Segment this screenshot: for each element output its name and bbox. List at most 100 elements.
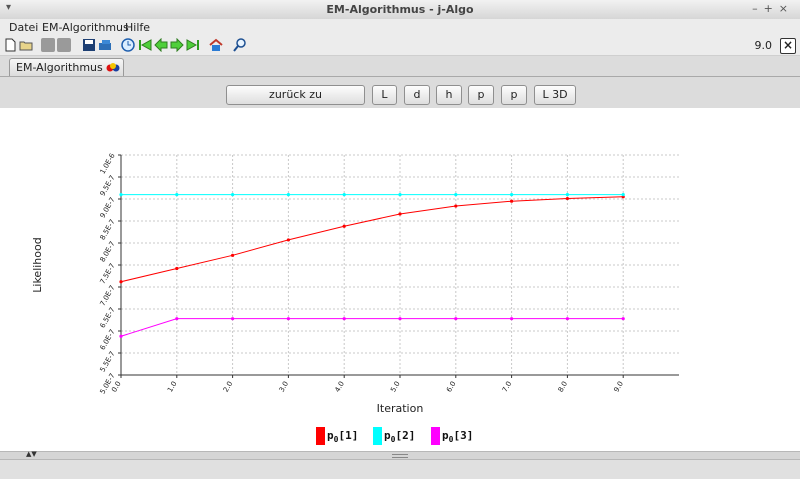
x-tick-labels: 0.0 1.0 2.0 3.0 4.0 5.0 6.0 7.0 8.0 9.0 [110,380,625,394]
tab-label: EM-Algorithmus [16,61,103,74]
tab-em-algorithmus[interactable]: EM-Algorithmus [9,58,124,76]
window-menu-icon[interactable]: ▾ [6,2,12,13]
series-1-point [621,195,625,199]
x-axis-label: Iteration [377,402,424,415]
series-2-point [454,193,458,197]
y-tick-label: 1.0E-6 [99,152,117,176]
grid-layer [120,154,679,376]
legend-swatch-2 [373,427,382,445]
series-2-point [119,193,123,197]
series-2-point [231,193,235,197]
forward-icon[interactable] [170,38,184,52]
close-tab-button[interactable]: × [780,38,796,54]
series-3-point [621,317,625,321]
disabled-icon-2 [57,38,71,52]
new-file-icon[interactable] [3,38,17,52]
x-tick-label: 1.0 [166,380,178,394]
series-3-point [454,317,458,321]
menu-bar: Datei EM-Algorithmus Hilfe [0,19,800,36]
series-1-point [231,253,235,257]
legend-label-3: p0[3] [442,429,473,444]
series-3-point [398,317,402,321]
series-1-point [510,199,514,203]
y-tick-label: 8.5E-7 [99,218,117,242]
splitter[interactable]: ▲▼ [0,450,800,460]
zoom-icon[interactable] [233,38,247,52]
p-button-2[interactable]: p [501,85,527,105]
y-tick-label: 6.0E-7 [99,328,117,352]
x-tick-label: 5.0 [389,380,401,394]
x-tick-label: 2.0 [222,380,234,394]
series-1-point [342,224,346,228]
minimize-icon[interactable]: – [752,2,764,15]
home-icon[interactable] [209,38,223,52]
series-2-point [342,193,346,197]
series-1-point [175,266,179,271]
x-tick-label: 6.0 [445,380,457,394]
x-tick-label: 3.0 [278,380,290,394]
save-as-icon[interactable] [98,38,112,52]
x-tick-label: 7.0 [501,380,513,394]
series-3-point [231,317,235,321]
clock-icon[interactable] [121,38,135,52]
y-tick-label: 7.5E-7 [99,262,117,286]
menu-em-algorithmus[interactable]: EM-Algorithmus [42,21,129,34]
y-tick-label: 5.5E-7 [99,350,117,374]
open-folder-icon[interactable] [19,38,33,52]
x-tick-label: 8.0 [557,380,569,394]
plugin-icon [106,61,120,73]
series-1-point [565,196,570,201]
close-window-icon[interactable]: × [778,2,794,15]
series-1-point [454,204,458,208]
y-tick-label: 9.0E-7 [99,196,117,220]
window-title: EM-Algorithmus - j-Algo [326,3,474,16]
series-line-1 [120,196,624,283]
menu-datei[interactable]: Datei [9,21,39,34]
L3D-button[interactable]: L 3D [534,85,576,105]
y-tick-labels: 5.0E-75.5E-76.0E-76.5E-77.0E-77.5E-78.0E… [99,152,117,396]
splitter-arrows-icon[interactable]: ▲▼ [26,450,37,458]
d-button[interactable]: d [404,85,430,105]
x-tick-label: 9.0 [612,380,624,394]
status-bar [0,460,800,479]
series-2-point [621,193,625,197]
zoom-value: 9.0 [754,39,773,52]
series-3-point [286,317,290,321]
y-tick-label: 6.5E-7 [99,306,117,330]
y-tick-label: 8.0E-7 [99,240,117,264]
back-icon[interactable] [154,38,168,52]
series-3-point [119,334,123,338]
first-icon[interactable] [138,38,152,52]
legend: p0[1] p0[2] p0[3] [316,427,473,445]
series-3-point [175,317,179,321]
series-layer [119,193,625,338]
likelihood-chart: 5.0E-75.5E-76.0E-76.5E-77.0E-77.5E-78.0E… [31,152,679,445]
y-tick-label: 9.5E-7 [99,174,117,198]
last-icon[interactable] [186,38,200,52]
maximize-icon[interactable]: + [763,2,779,15]
y-tick-label: 7.0E-7 [99,284,117,308]
axis-layer [118,154,679,378]
menu-hilfe[interactable]: Hilfe [125,21,151,34]
save-icon[interactable] [82,38,96,52]
L-button[interactable]: L [372,85,397,105]
window-titlebar: ▾ EM-Algorithmus - j-Algo –+× [0,0,800,20]
legend-swatch-1 [316,427,325,445]
tab-strip: EM-Algorithmus [0,56,800,77]
reset-zoom-button[interactable]: zurück zu Standardzoom [226,85,365,119]
x-tick-label: 4.0 [333,380,345,394]
h-button[interactable]: h [436,85,462,105]
legend-label-1: p0[1] [327,429,358,444]
series-2-point [565,193,570,197]
disabled-icon-1 [41,38,55,52]
p-button-1[interactable]: p [468,85,494,105]
chart-controls: zurück zu Standardzoom L d h p p L 3D [0,77,800,119]
series-line-3 [120,318,624,337]
series-1-point [398,212,402,216]
legend-swatch-3 [431,427,440,445]
series-3-point [342,317,346,321]
series-2-point [175,193,179,197]
splitter-grip[interactable] [392,454,408,458]
series-2-point [510,193,514,197]
series-3-point [565,317,570,321]
